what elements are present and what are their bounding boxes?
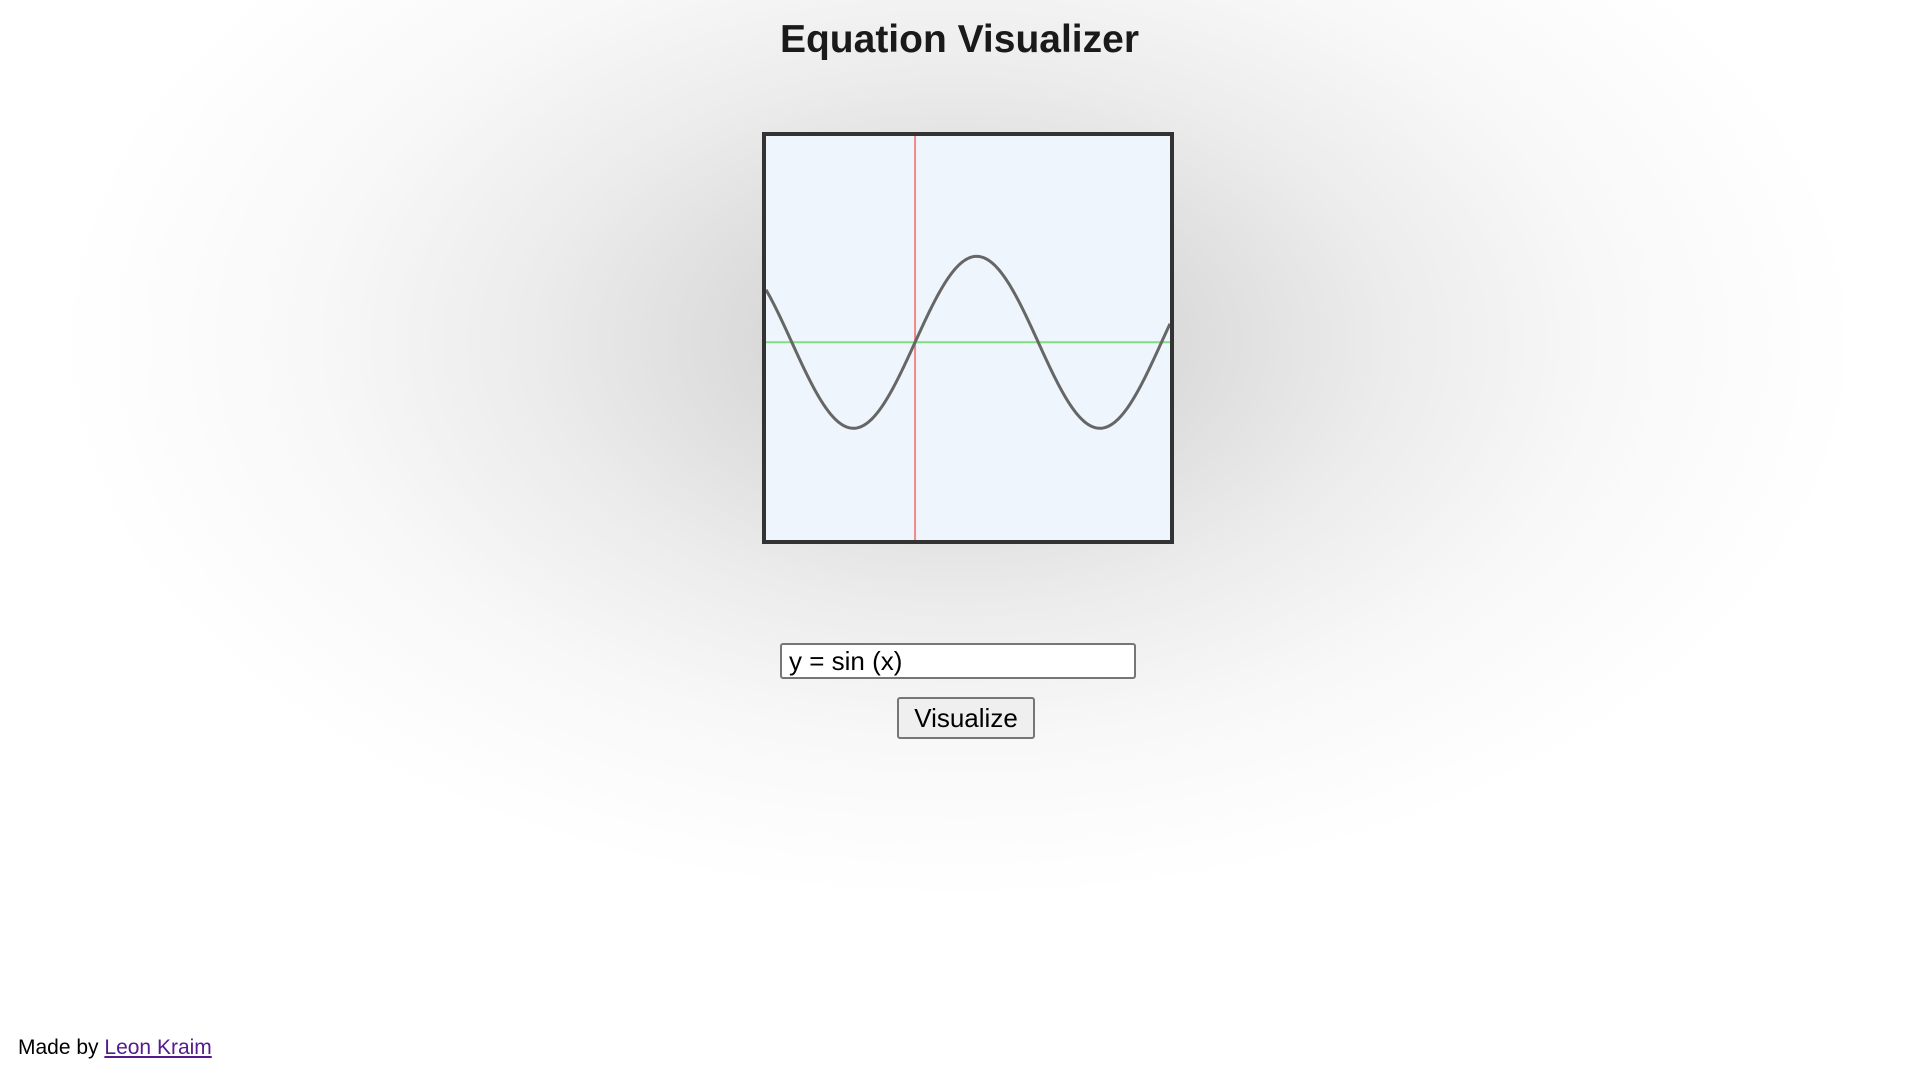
function-curve bbox=[766, 254, 1170, 430]
equation-input[interactable] bbox=[780, 643, 1136, 679]
author-link[interactable]: Leon Kraim bbox=[104, 1036, 212, 1059]
footer: Made by Leon Kraim bbox=[18, 1036, 212, 1060]
footer-prefix: Made by bbox=[18, 1036, 99, 1059]
graph-canvas bbox=[762, 132, 1174, 544]
page-title: Equation Visualizer bbox=[779, 18, 1140, 61]
visualize-button[interactable]: Visualize bbox=[897, 697, 1035, 739]
graph-plot bbox=[766, 136, 1170, 540]
